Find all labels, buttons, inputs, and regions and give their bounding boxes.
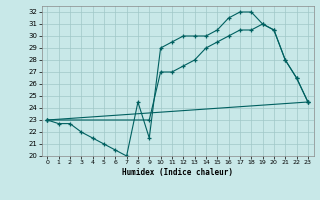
X-axis label: Humidex (Indice chaleur): Humidex (Indice chaleur) [122,168,233,177]
